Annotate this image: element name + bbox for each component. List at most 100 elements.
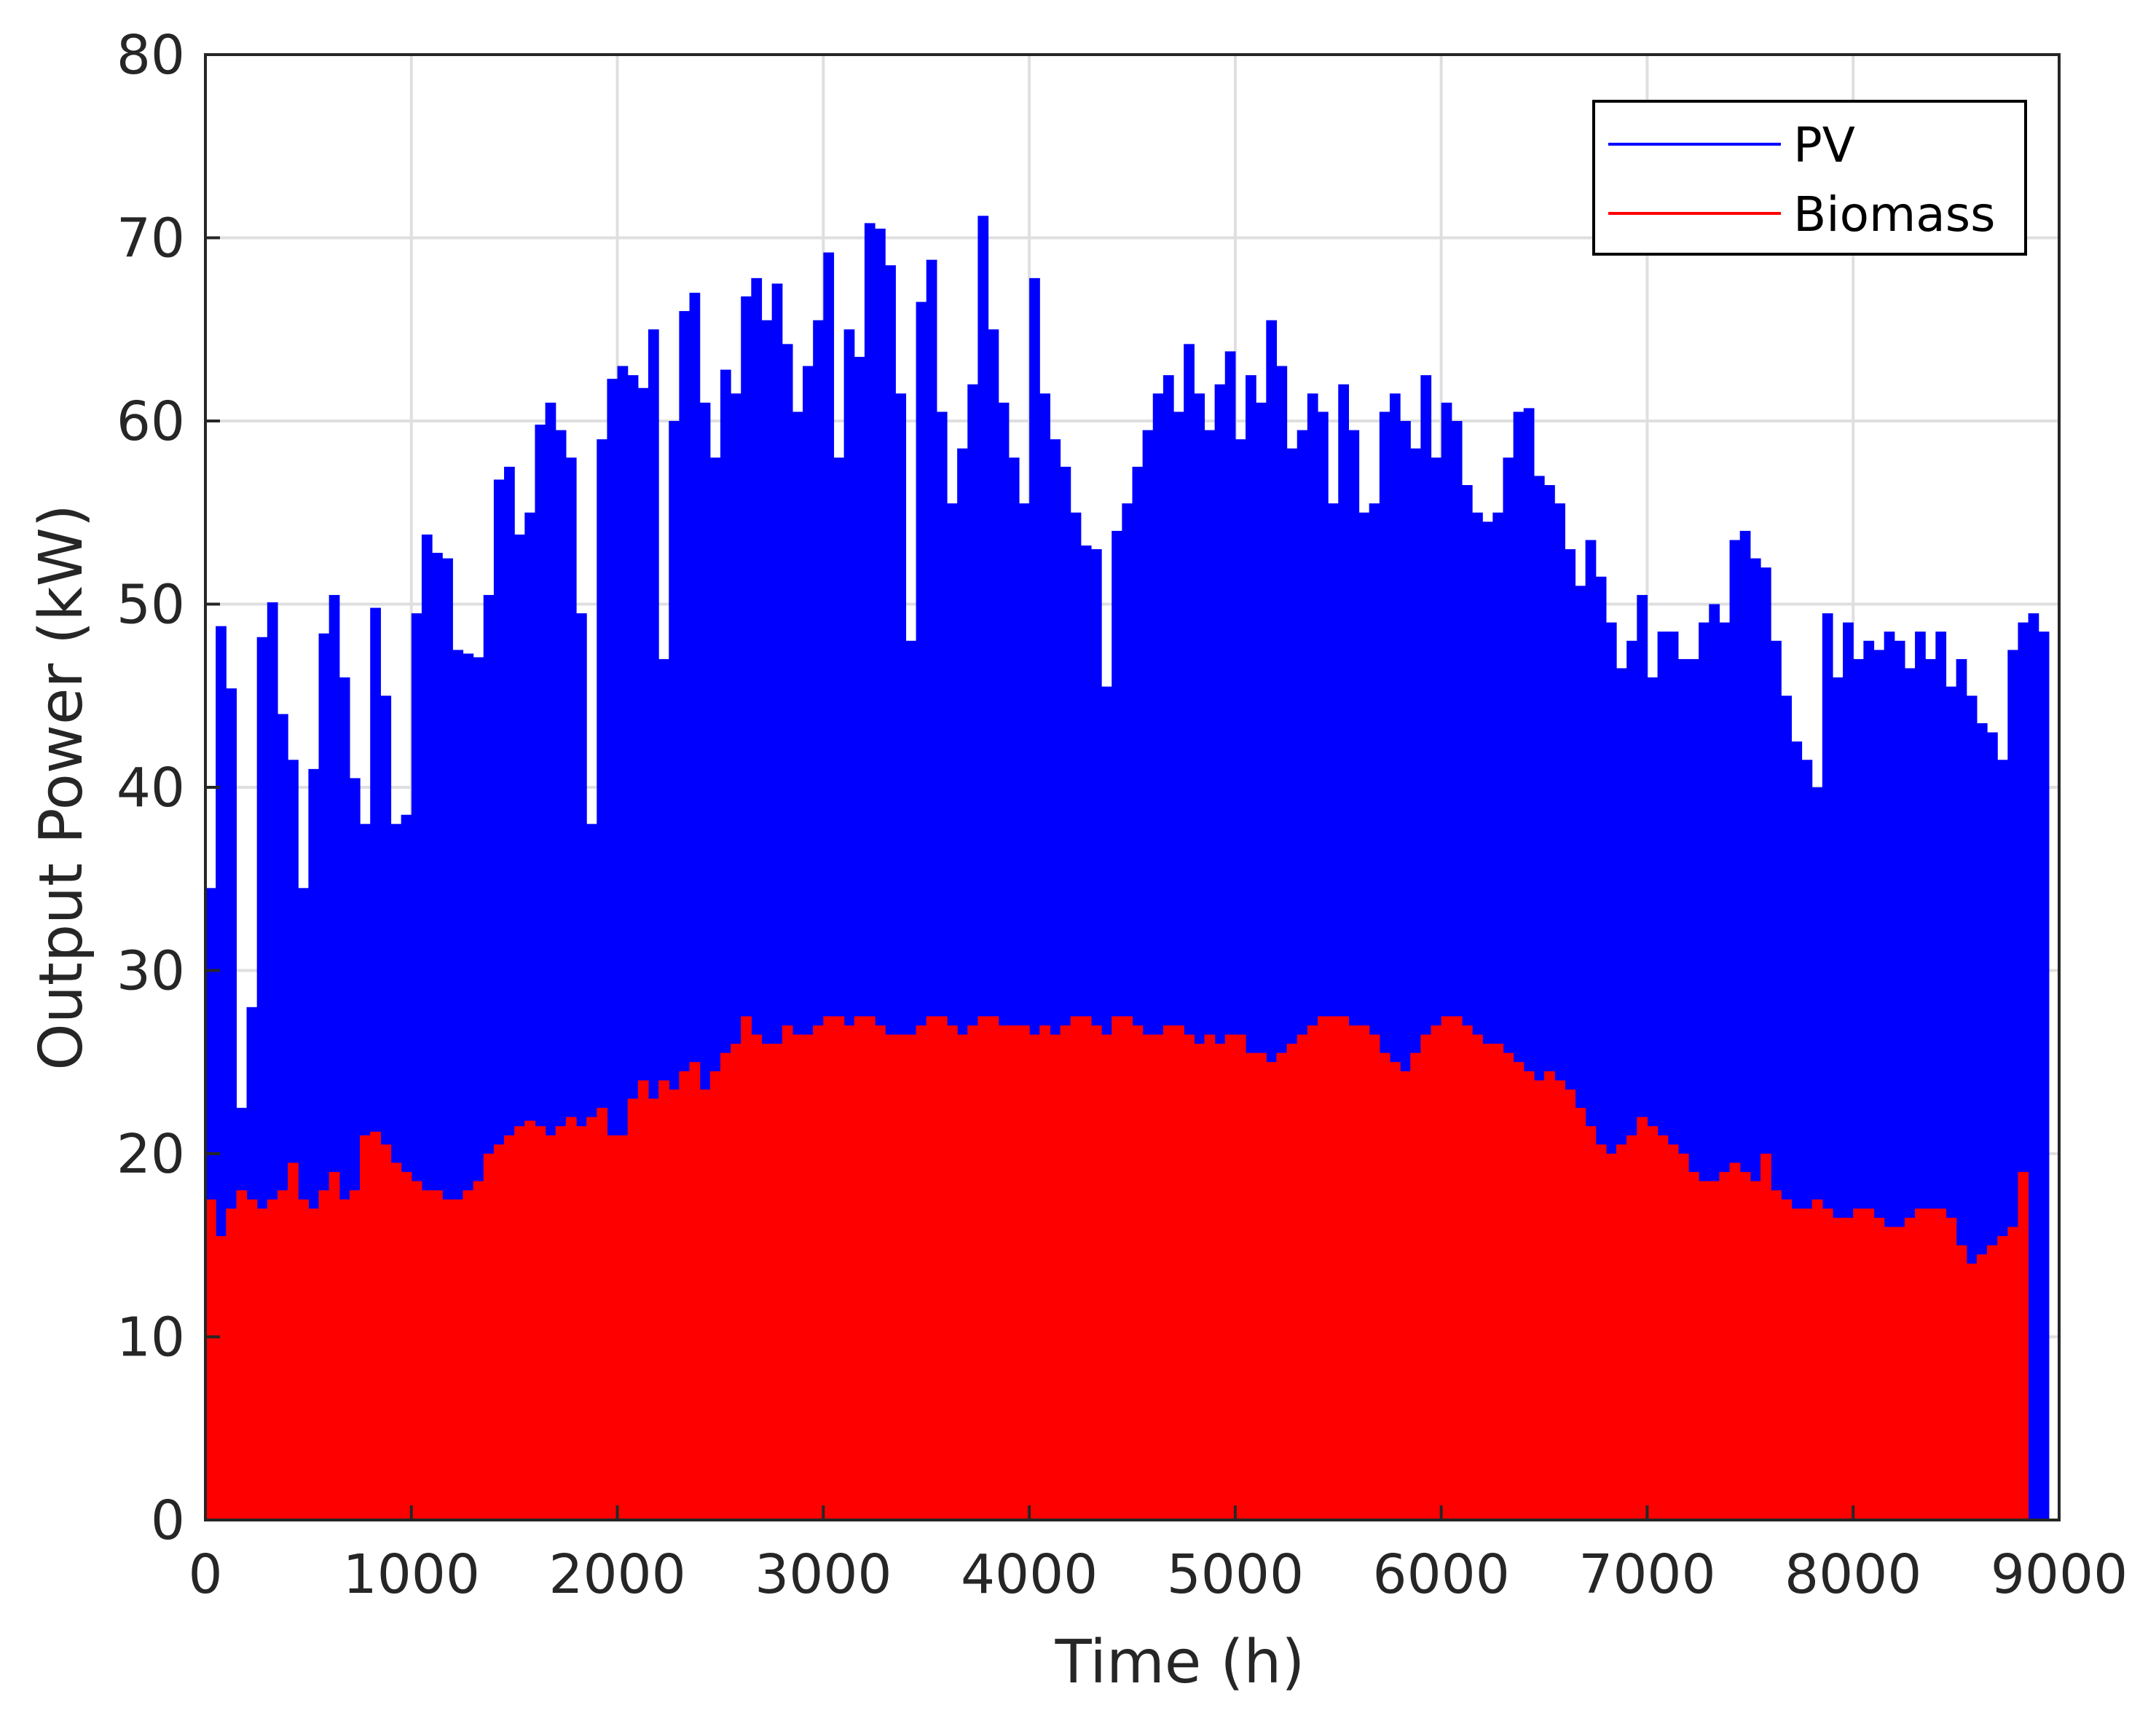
biomass-bar	[1184, 1034, 1195, 1520]
y-tick-label: 70	[117, 208, 185, 270]
biomass-bar	[1369, 1034, 1380, 1520]
biomass-bar	[339, 1199, 350, 1521]
biomass-bar	[1709, 1181, 1720, 1520]
biomass-bar	[1503, 1052, 1514, 1520]
biomass-bar	[1739, 1172, 1751, 1520]
biomass-bar	[1328, 1016, 1339, 1521]
biomass-bar	[699, 1089, 711, 1520]
biomass-bar	[885, 1034, 896, 1520]
y-tick-label: 40	[117, 757, 185, 819]
biomass-bar	[1956, 1245, 1967, 1520]
biomass-bar	[637, 1080, 649, 1520]
x-tick-label: 9000	[1991, 1543, 2128, 1606]
biomass-bar	[1605, 1154, 1617, 1520]
biomass-bar	[1513, 1062, 1524, 1520]
biomass-bar	[905, 1034, 917, 1520]
biomass-bar	[813, 1025, 824, 1520]
biomass-bar	[1256, 1052, 1267, 1520]
biomass-bar	[1976, 1254, 1988, 1520]
biomass-bar	[761, 1044, 773, 1520]
biomass-bar	[1307, 1025, 1318, 1520]
biomass-bar	[1595, 1144, 1607, 1520]
y-tick-label: 30	[117, 940, 185, 1003]
x-tick-label: 4000	[961, 1543, 1098, 1606]
biomass-bar	[864, 1016, 876, 1521]
biomass-series	[205, 1016, 2029, 1521]
biomass-bar	[1461, 1025, 1473, 1520]
biomass-bar	[473, 1181, 484, 1520]
biomass-bar	[1482, 1044, 1493, 1520]
legend-biomass-label: Biomass	[1793, 186, 1996, 243]
biomass-bar	[648, 1098, 659, 1520]
biomass-bar	[442, 1199, 453, 1521]
biomass-bar	[998, 1025, 1010, 1520]
biomass-bar	[390, 1162, 402, 1520]
biomass-bar	[1657, 1135, 1669, 1520]
biomass-bar	[1811, 1199, 1823, 1521]
biomass-bar	[1987, 1245, 1998, 1520]
biomass-bar	[1338, 1016, 1350, 1521]
biomass-bar	[751, 1034, 763, 1520]
biomass-bar	[328, 1172, 340, 1520]
biomass-bar	[1379, 1052, 1390, 1520]
biomass-bar	[1822, 1208, 1833, 1520]
biomass-bar	[895, 1034, 907, 1520]
biomass-bar	[1832, 1218, 1844, 1520]
x-tick-label: 5000	[1167, 1543, 1304, 1606]
biomass-bar	[380, 1144, 392, 1520]
biomass-bar	[360, 1135, 371, 1520]
biomass-bar	[1276, 1052, 1288, 1520]
biomass-bar	[792, 1034, 803, 1520]
biomass-bar	[823, 1016, 835, 1521]
biomass-bar	[1884, 1226, 1895, 1520]
biomass-bar	[1224, 1034, 1236, 1520]
biomass-bar	[669, 1089, 680, 1520]
biomass-bar	[1523, 1071, 1535, 1520]
biomass-bar	[1997, 1236, 2008, 1520]
biomass-bar	[679, 1071, 691, 1520]
biomass-bar	[1533, 1080, 1545, 1520]
biomass-bar	[1039, 1025, 1050, 1520]
biomass-bar	[205, 1199, 216, 1521]
biomass-bar	[947, 1025, 958, 1520]
pv-bar	[2028, 613, 2039, 1520]
biomass-bar	[1853, 1208, 1864, 1520]
y-tick-label: 50	[117, 574, 185, 637]
x-axis: 0 1000 2000 3000 4000 5000 6000 7000 8000 9000	[188, 1505, 2128, 1606]
biomass-bar	[555, 1126, 567, 1520]
biomass-bar	[854, 1016, 865, 1521]
biomass-bar	[689, 1062, 701, 1520]
biomass-bar	[1050, 1034, 1061, 1520]
biomass-bar	[782, 1025, 793, 1520]
biomass-bar	[586, 1117, 597, 1520]
biomass-bar	[1688, 1172, 1699, 1520]
biomass-bar	[2018, 1172, 2029, 1520]
x-tick-label: 7000	[1578, 1543, 1715, 1606]
biomass-bar	[1544, 1071, 1555, 1520]
biomass-bar	[1771, 1190, 1782, 1520]
x-tick-label: 1000	[343, 1543, 480, 1606]
biomass-bar	[1626, 1135, 1637, 1520]
biomass-bar	[1246, 1052, 1256, 1520]
biomass-bar	[1101, 1034, 1112, 1520]
biomass-bar	[1029, 1034, 1040, 1520]
biomass-bar	[246, 1199, 258, 1521]
biomass-bar	[1915, 1208, 1926, 1520]
biomass-bar	[1214, 1044, 1226, 1520]
biomass-bar	[1420, 1034, 1432, 1520]
biomass-bar	[349, 1190, 361, 1520]
biomass-bar	[277, 1190, 288, 1520]
x-tick-label: 8000	[1785, 1543, 1921, 1606]
x-tick-label: 6000	[1373, 1543, 1510, 1606]
biomass-bar	[617, 1135, 629, 1520]
biomass-bar	[565, 1117, 577, 1520]
biomass-bar	[267, 1199, 278, 1521]
biomass-bar	[1112, 1016, 1122, 1521]
biomass-bar	[370, 1131, 381, 1520]
biomass-bar	[288, 1162, 299, 1520]
biomass-bar	[256, 1208, 268, 1520]
biomass-bar	[1451, 1016, 1463, 1521]
y-tick-label: 20	[117, 1123, 185, 1186]
biomass-bar	[463, 1190, 474, 1520]
biomass-bar	[1894, 1226, 1905, 1520]
